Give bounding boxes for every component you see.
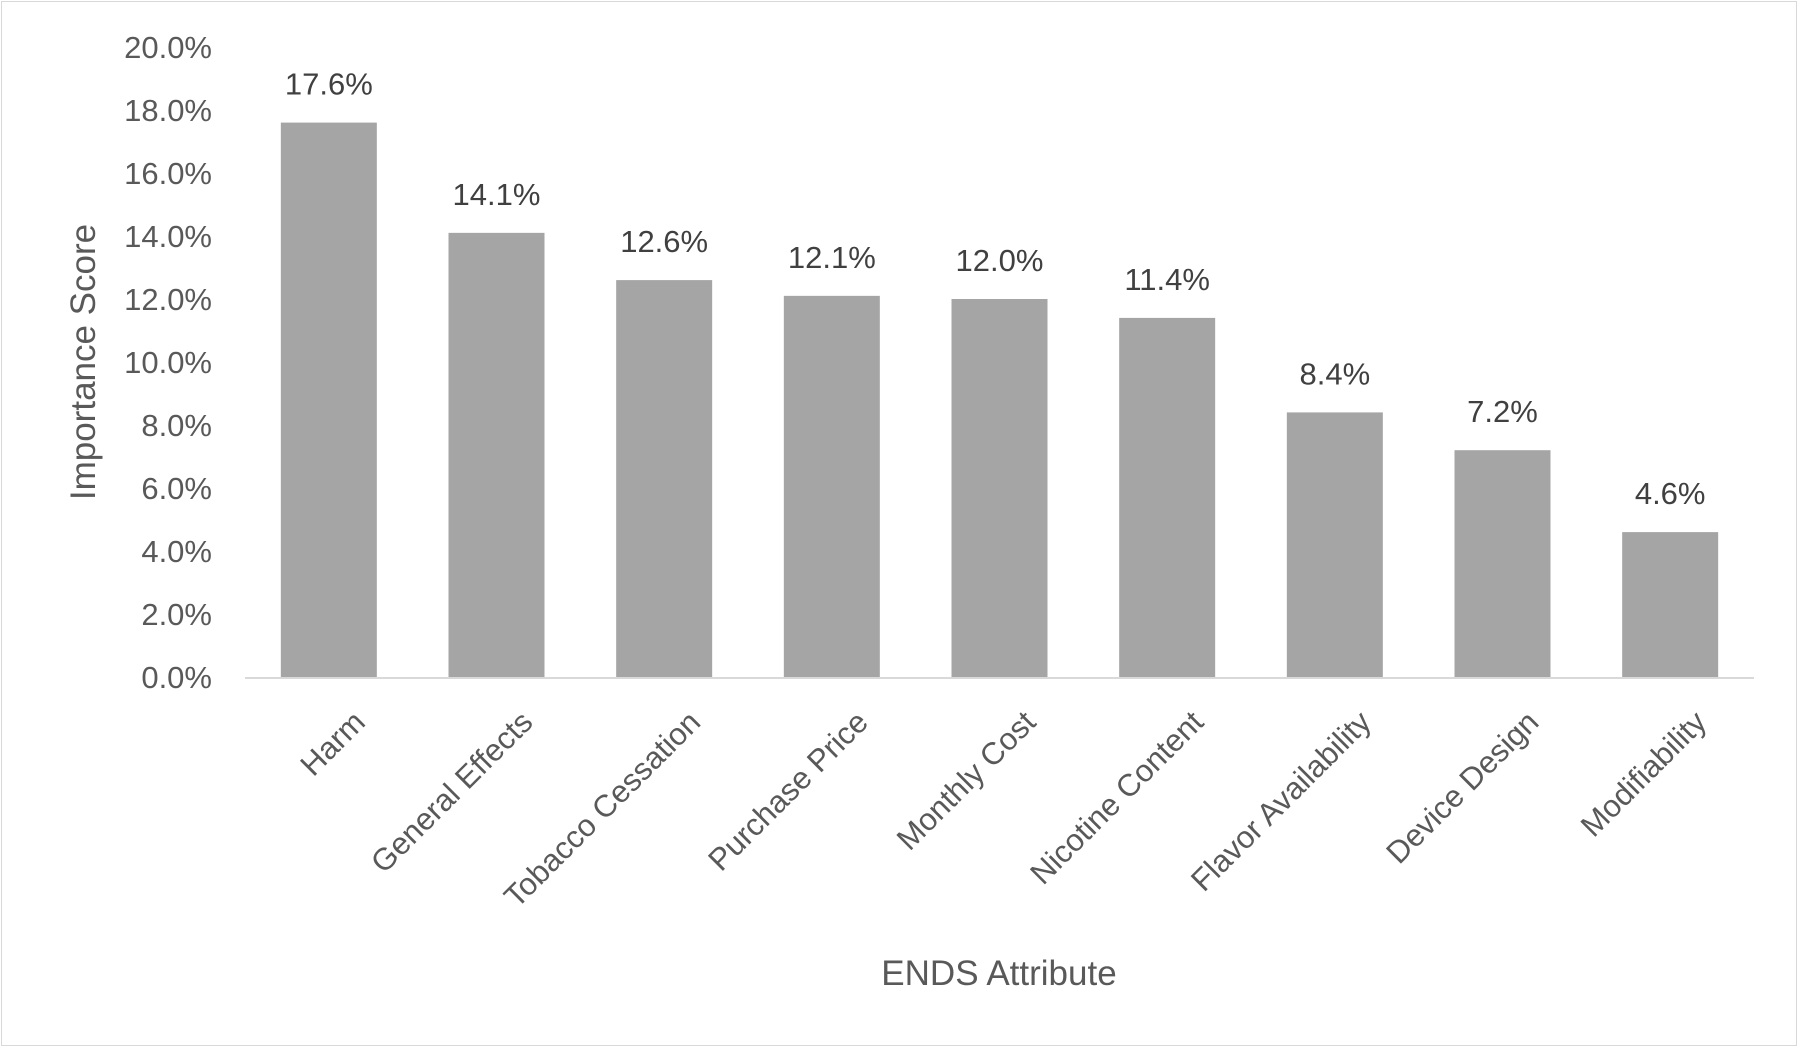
category-label: Modifiability xyxy=(1574,704,1714,844)
data-label: 7.2% xyxy=(1467,394,1538,429)
bar xyxy=(448,232,545,677)
y-tick-label: 2.0% xyxy=(141,597,212,632)
bar xyxy=(1454,450,1551,677)
category-label: Purchase Price xyxy=(701,704,874,877)
bar xyxy=(1622,532,1719,677)
category-label: Nicotine Content xyxy=(1023,704,1210,891)
bars xyxy=(280,122,1719,678)
y-tick-label: 14.0% xyxy=(124,219,212,254)
bar xyxy=(783,295,880,677)
data-label: 14.1% xyxy=(453,177,541,212)
y-tick-label: 10.0% xyxy=(124,345,212,380)
data-label: 4.6% xyxy=(1635,476,1706,511)
y-tick-label: 18.0% xyxy=(124,93,212,128)
data-label: 17.6% xyxy=(285,67,373,102)
category-label: Flavor Availability xyxy=(1184,704,1378,898)
bar xyxy=(1286,412,1383,677)
y-tick-label: 12.0% xyxy=(124,282,212,317)
y-tick-label: 8.0% xyxy=(141,408,212,443)
data-labels: 17.6% 14.1% 12.6% 12.1% 12.0% 11.4% 8.4% 7.2% 4.… xyxy=(285,67,1706,512)
y-tick-label: 6.0% xyxy=(141,471,212,506)
y-axis-title: Importance Score xyxy=(64,224,103,500)
data-label: 12.1% xyxy=(788,240,876,275)
data-label: 12.6% xyxy=(620,224,708,259)
y-tick-label: 4.0% xyxy=(141,534,212,569)
y-tick-label: 20.0% xyxy=(124,30,212,65)
x-axis-title: ENDS Attribute xyxy=(881,954,1116,993)
y-tick-label: 0.0% xyxy=(141,660,212,695)
data-label: 8.4% xyxy=(1299,356,1370,391)
bar xyxy=(1119,317,1216,677)
y-tick-label: 16.0% xyxy=(124,156,212,191)
bar xyxy=(951,299,1048,677)
bar xyxy=(280,122,377,678)
data-label: 12.0% xyxy=(956,243,1044,278)
y-axis-ticks: 0.0% 2.0% 4.0% 6.0% 8.0% 10.0% 12.0% 14.0% 16.0%… xyxy=(124,30,212,695)
data-label: 11.4% xyxy=(1124,262,1210,297)
category-label: General Effects xyxy=(364,704,539,879)
bar xyxy=(616,280,713,677)
category-label: Monthly Cost xyxy=(890,704,1043,857)
category-label: Device Design xyxy=(1379,704,1545,870)
category-label: Harm xyxy=(293,704,371,782)
